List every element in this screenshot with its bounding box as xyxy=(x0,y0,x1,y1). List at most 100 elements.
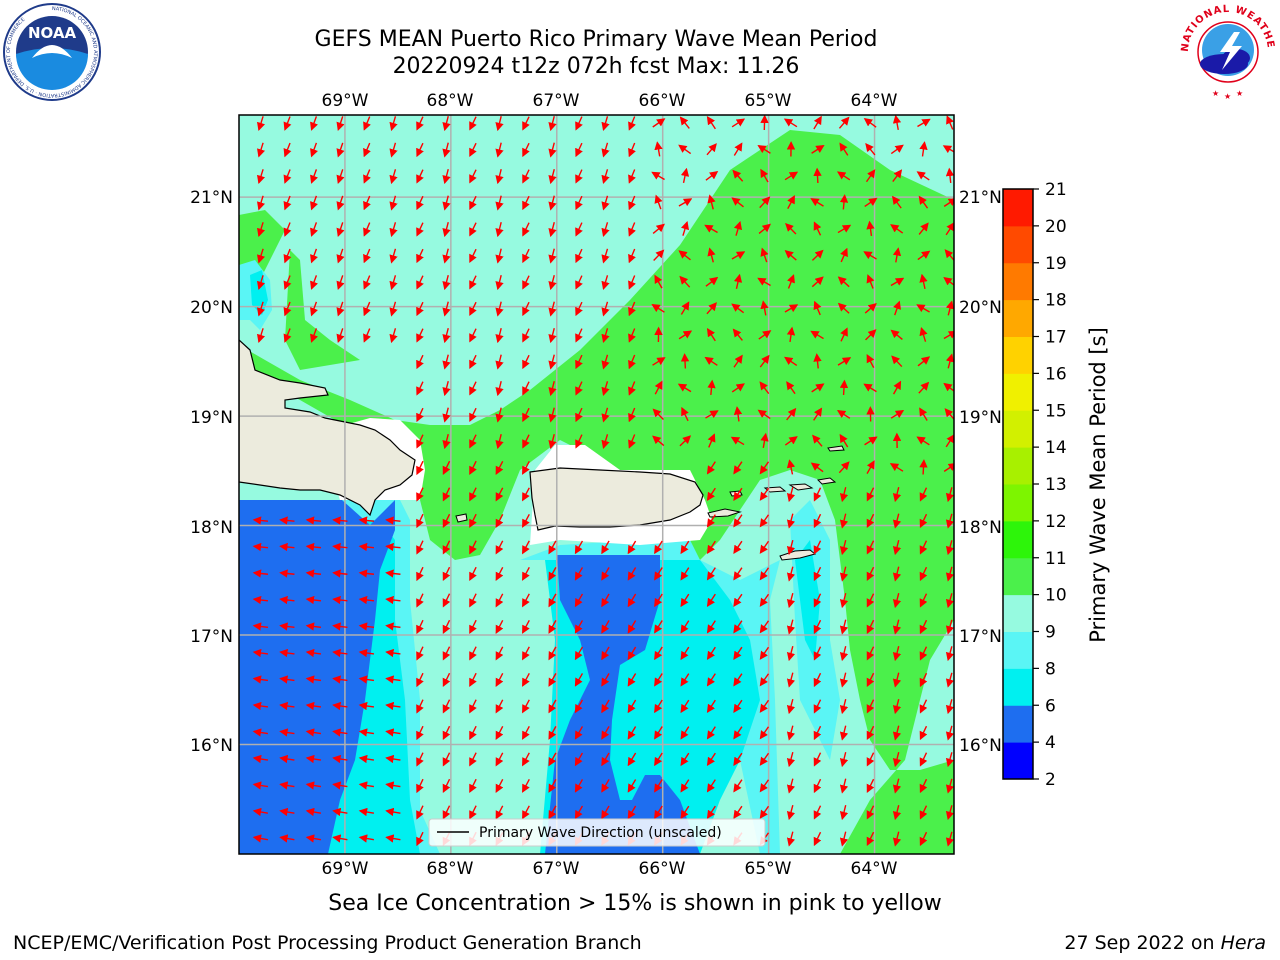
wave-direction-arrow xyxy=(416,407,424,423)
wave-direction-arrow xyxy=(495,540,504,555)
colorbar-tick-label: 8 xyxy=(1045,659,1056,679)
wave-direction-arrow xyxy=(442,725,451,741)
wave-direction-arrow xyxy=(627,567,637,581)
wave-direction-arrow xyxy=(363,169,371,184)
wave-direction-arrow xyxy=(945,167,954,184)
wave-direction-arrow xyxy=(944,408,954,421)
wave-direction-arrow xyxy=(839,619,849,635)
wave-direction-arrow xyxy=(866,513,875,529)
wave-direction-arrow xyxy=(654,380,663,395)
wave-direction-arrow xyxy=(813,221,822,236)
wave-direction-arrow xyxy=(918,222,929,235)
lon-labels-top: 69°W 68°W 67°W 66°W 65°W 64°W xyxy=(322,91,898,111)
wave-direction-arrow xyxy=(759,673,770,687)
wave-direction-arrow xyxy=(919,273,928,289)
footer-date: 27 Sep 2022 on Hera xyxy=(1064,931,1266,955)
wave-direction-arrow xyxy=(310,275,318,290)
wave-direction-arrow xyxy=(442,407,451,423)
puerto-rico-land xyxy=(529,467,704,531)
colorbar-tick-label: 20 xyxy=(1045,217,1067,237)
wave-direction-arrow xyxy=(601,540,610,555)
wave-direction-arrow xyxy=(522,354,530,370)
wave-direction-arrow xyxy=(336,116,345,131)
wave-direction-arrow xyxy=(707,433,716,448)
wave-direction-arrow xyxy=(522,275,530,290)
wave-direction-arrow xyxy=(336,195,345,211)
wave-direction-arrow xyxy=(283,328,292,343)
lat-labels-left: 21°N 20°N 19°N 18°N 17°N 16°N xyxy=(190,188,233,756)
wave-direction-arrow xyxy=(813,407,823,421)
wave-direction-arrow xyxy=(442,248,451,264)
wave-direction-arrow xyxy=(601,354,610,370)
lon-label-top: 65°W xyxy=(745,91,792,111)
wave-direction-arrow xyxy=(786,540,796,556)
colorbar-tick-label: 21 xyxy=(1045,180,1067,200)
wave-direction-arrow xyxy=(786,805,796,821)
wave-direction-arrow xyxy=(358,622,375,631)
wave-direction-arrow xyxy=(945,433,954,448)
wave-direction-arrow xyxy=(892,672,902,688)
wave-direction-arrow xyxy=(522,593,530,608)
wave-direction-arrow xyxy=(548,248,557,264)
wave-direction-arrow xyxy=(654,673,663,687)
wave-direction-arrow xyxy=(706,620,716,634)
wave-direction-arrow xyxy=(469,222,477,237)
wave-direction-arrow xyxy=(416,248,424,264)
wave-direction-arrow xyxy=(416,805,424,820)
wave-direction-arrow xyxy=(919,513,928,529)
lon-label-top: 68°W xyxy=(427,91,474,111)
wave-direction-arrow xyxy=(705,276,719,287)
wave-direction-arrow xyxy=(866,725,875,741)
wave-direction-arrow xyxy=(601,779,610,793)
wave-direction-arrow xyxy=(442,593,451,608)
wave-direction-arrow xyxy=(651,171,665,181)
wave-direction-arrow xyxy=(442,222,451,238)
wave-direction-arrow xyxy=(706,726,716,740)
wave-direction-arrow xyxy=(358,542,375,552)
wave-direction-arrow xyxy=(601,195,610,211)
wave-direction-arrow xyxy=(707,194,716,210)
colorbar-segment xyxy=(1003,631,1033,669)
wave-direction-arrow xyxy=(522,540,530,555)
wave-direction-arrow xyxy=(733,406,743,422)
wave-direction-arrow xyxy=(680,805,690,820)
wave-direction-arrow xyxy=(813,805,822,820)
wave-direction-arrow xyxy=(919,407,928,421)
wave-direction-arrow xyxy=(575,169,583,184)
wave-direction-arrow xyxy=(522,672,530,687)
wave-direction-arrow xyxy=(628,328,636,343)
wave-direction-arrow xyxy=(945,725,954,741)
wave-direction-arrow xyxy=(283,169,292,184)
lon-label-bottom: 65°W xyxy=(745,859,792,879)
wave-direction-arrow xyxy=(784,436,798,446)
wave-direction-arrow xyxy=(442,195,451,211)
wave-direction-arrow xyxy=(495,275,504,291)
wave-direction-arrow xyxy=(680,620,690,634)
lon-label-bottom: 68°W xyxy=(427,859,474,879)
wave-direction-arrow xyxy=(442,805,451,820)
wave-direction-arrow xyxy=(733,273,743,289)
colorbar-segment xyxy=(1003,373,1033,411)
wave-direction-arrow xyxy=(627,726,637,740)
wave-direction-arrow xyxy=(892,593,902,609)
wave-direction-arrow xyxy=(416,328,424,343)
wave-direction-arrow xyxy=(522,434,530,449)
wave-direction-arrow xyxy=(601,116,610,132)
wave-direction-arrow xyxy=(548,222,557,238)
wave-direction-arrow xyxy=(495,222,504,238)
wave-direction-arrow xyxy=(358,834,375,843)
wave-direction-arrow xyxy=(495,381,504,397)
wave-direction-arrow xyxy=(385,622,401,631)
wave-direction-arrow xyxy=(363,248,371,264)
wave-direction-arrow xyxy=(575,381,583,396)
colorbar-segment xyxy=(1003,189,1033,227)
wave-direction-arrow xyxy=(574,593,584,608)
wave-direction-arrow xyxy=(469,778,477,794)
wave-direction-arrow xyxy=(945,540,954,556)
wave-direction-arrow xyxy=(416,222,424,237)
wave-direction-arrow xyxy=(442,778,451,794)
wave-direction-arrow xyxy=(653,249,665,262)
wave-direction-arrow xyxy=(279,781,295,790)
wave-direction-arrow xyxy=(469,116,477,131)
wave-direction-arrow xyxy=(654,620,663,634)
